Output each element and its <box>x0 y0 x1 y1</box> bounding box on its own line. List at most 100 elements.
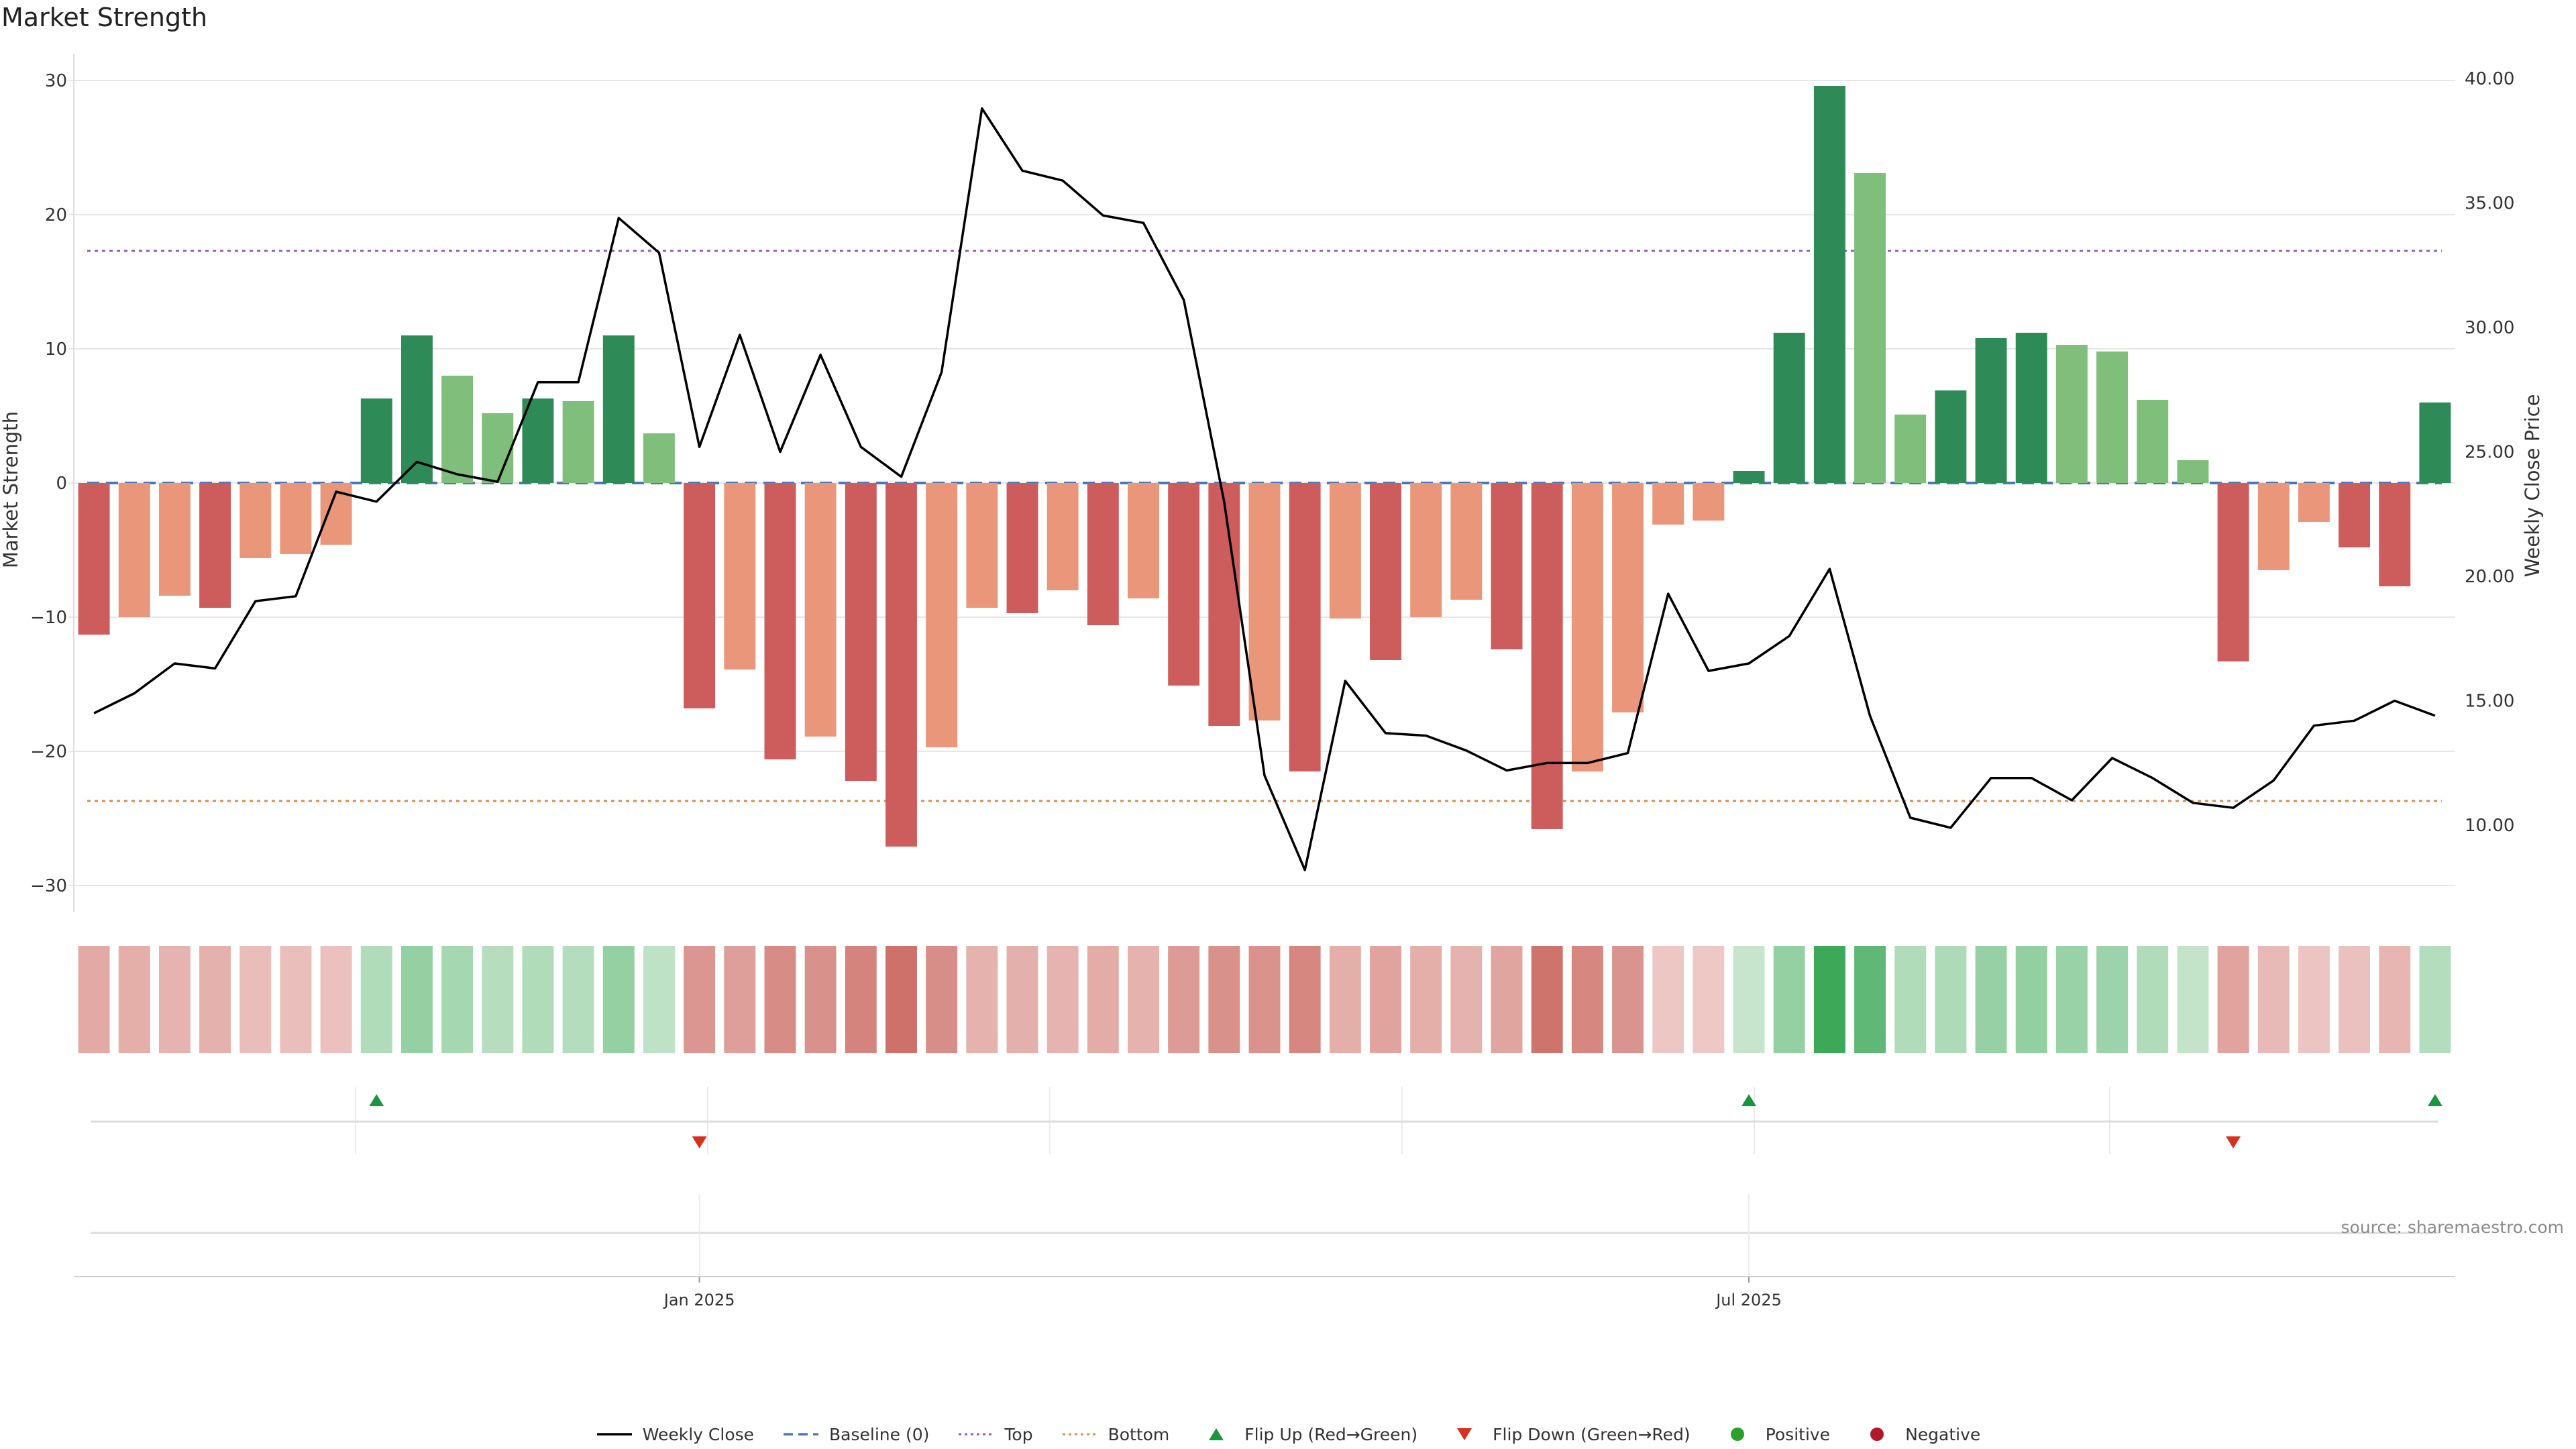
heat-cell <box>1450 946 1483 1053</box>
strength-bar <box>1935 390 1967 483</box>
legend-item: Baseline (0) <box>782 1425 929 1444</box>
strength-bar <box>684 483 716 708</box>
weekly-close-line <box>93 107 2436 871</box>
heat-cell <box>643 946 675 1053</box>
legend-label: Top <box>1004 1424 1033 1444</box>
heat-cell <box>1248 946 1281 1053</box>
strength-bar <box>1289 483 1321 771</box>
strength-bar <box>522 398 554 483</box>
heat-cell <box>400 946 433 1053</box>
legend-swatch <box>784 1433 819 1436</box>
y2-tick-label: 20.00 <box>2465 567 2514 587</box>
strength-bar <box>360 398 392 483</box>
y-tick-label: 30 <box>45 71 67 91</box>
flip-up-marker <box>2427 1094 2443 1106</box>
strength-bars <box>78 86 2451 847</box>
heat-cell <box>199 946 231 1053</box>
heat-cell <box>1006 946 1038 1053</box>
strength-bar <box>1612 483 1644 712</box>
legend-swatch <box>959 1433 994 1436</box>
y-axis-title: Market Strength <box>0 411 22 568</box>
strength-bar <box>280 483 312 554</box>
triangle-down-icon <box>1457 1428 1472 1440</box>
strength-bar <box>2419 402 2451 483</box>
weekly-close-series <box>93 107 2436 871</box>
heat-cell <box>320 946 352 1053</box>
strength-bar <box>724 483 756 669</box>
heat-cell <box>482 946 514 1053</box>
strength-bar <box>2217 483 2249 661</box>
strength-bar <box>1087 483 1119 625</box>
chart-legend: Weekly Close Baseline (0) Top Bottom Flip Up… <box>0 1421 2576 1448</box>
axes: −30 −20 −10 0 10 20 30 10.00 15.00 20.00 25.00 30.0… <box>0 54 2544 912</box>
strength-bar <box>1531 483 1563 829</box>
legend-item: Negative <box>1858 1425 1980 1444</box>
heat-cell <box>804 946 837 1053</box>
strength-bar <box>1854 173 1886 483</box>
strength-bar <box>239 483 272 558</box>
heat-cell <box>280 946 312 1053</box>
heat-cell <box>1531 946 1563 1053</box>
heat-cell <box>1733 946 1765 1053</box>
strength-bar <box>1329 483 1361 619</box>
strength-bar <box>2379 483 2411 586</box>
strength-bar <box>1571 483 1603 771</box>
strength-bar <box>1168 483 1200 686</box>
heat-cell <box>2419 946 2451 1053</box>
y-tick-label: 20 <box>45 205 67 225</box>
strength-bar <box>1410 483 1442 617</box>
y2-tick-label: 35.00 <box>2465 194 2514 214</box>
heat-cell <box>1046 946 1079 1053</box>
legend-item: Flip Down (Green→Red) <box>1446 1425 1690 1444</box>
legend-item: Weekly Close <box>596 1425 754 1444</box>
strength-bar <box>78 483 110 635</box>
y2-tick-label: 30.00 <box>2465 318 2514 338</box>
heat-cell <box>2339 946 2371 1053</box>
heat-cell <box>2137 946 2169 1053</box>
heat-cell <box>562 946 594 1053</box>
legend-label: Positive <box>1765 1424 1831 1444</box>
heat-cell <box>602 946 635 1053</box>
legend-swatch <box>1730 1428 1744 1441</box>
strength-bar <box>966 483 998 608</box>
y-tick-label: −30 <box>30 876 67 896</box>
date-axis-panel: Jan 2025 Jul 2025 <box>74 1194 2455 1309</box>
strength-bar <box>885 483 917 847</box>
strength-bar <box>562 401 594 483</box>
reference-lines <box>87 250 2442 802</box>
strength-bar <box>2137 400 2169 483</box>
strength-bar <box>2015 333 2047 483</box>
strength-bar <box>199 483 231 608</box>
strength-bar <box>602 335 635 483</box>
strength-bar <box>2096 352 2129 483</box>
strength-bar <box>1046 483 1079 590</box>
flip-down-marker <box>692 1136 707 1148</box>
strength-bar <box>926 483 958 747</box>
y-tick-label: 0 <box>56 474 67 494</box>
heat-cell <box>2177 946 2209 1053</box>
strength-bar <box>1975 338 2007 483</box>
heat-cell <box>1652 946 1684 1053</box>
legend-label: Bottom <box>1108 1424 1170 1444</box>
flip-down-marker <box>2226 1136 2241 1148</box>
y2-axis-title: Weekly Close Price <box>2521 394 2544 578</box>
heat-cell <box>2257 946 2290 1053</box>
strength-bar <box>2257 483 2290 570</box>
heat-cell <box>2217 946 2249 1053</box>
heat-cell <box>1693 946 1725 1053</box>
strength-bar <box>845 483 877 781</box>
heat-cell <box>2055 946 2088 1053</box>
heat-cell <box>1289 946 1321 1053</box>
heat-cell <box>2015 946 2047 1053</box>
strength-bar <box>1491 483 1523 649</box>
flip-up-marker <box>369 1094 384 1106</box>
heat-cell <box>764 946 796 1053</box>
legend-label: Flip Down (Green→Red) <box>1493 1424 1690 1444</box>
y2-tick-label: 10.00 <box>2465 816 2514 836</box>
legend-swatch <box>596 1433 632 1436</box>
heat-cell <box>926 946 958 1053</box>
y2-tick-label: 25.00 <box>2465 443 2514 463</box>
heat-cell <box>1168 946 1200 1053</box>
y-tick-label: 10 <box>45 339 67 360</box>
strength-bar <box>1248 483 1281 720</box>
